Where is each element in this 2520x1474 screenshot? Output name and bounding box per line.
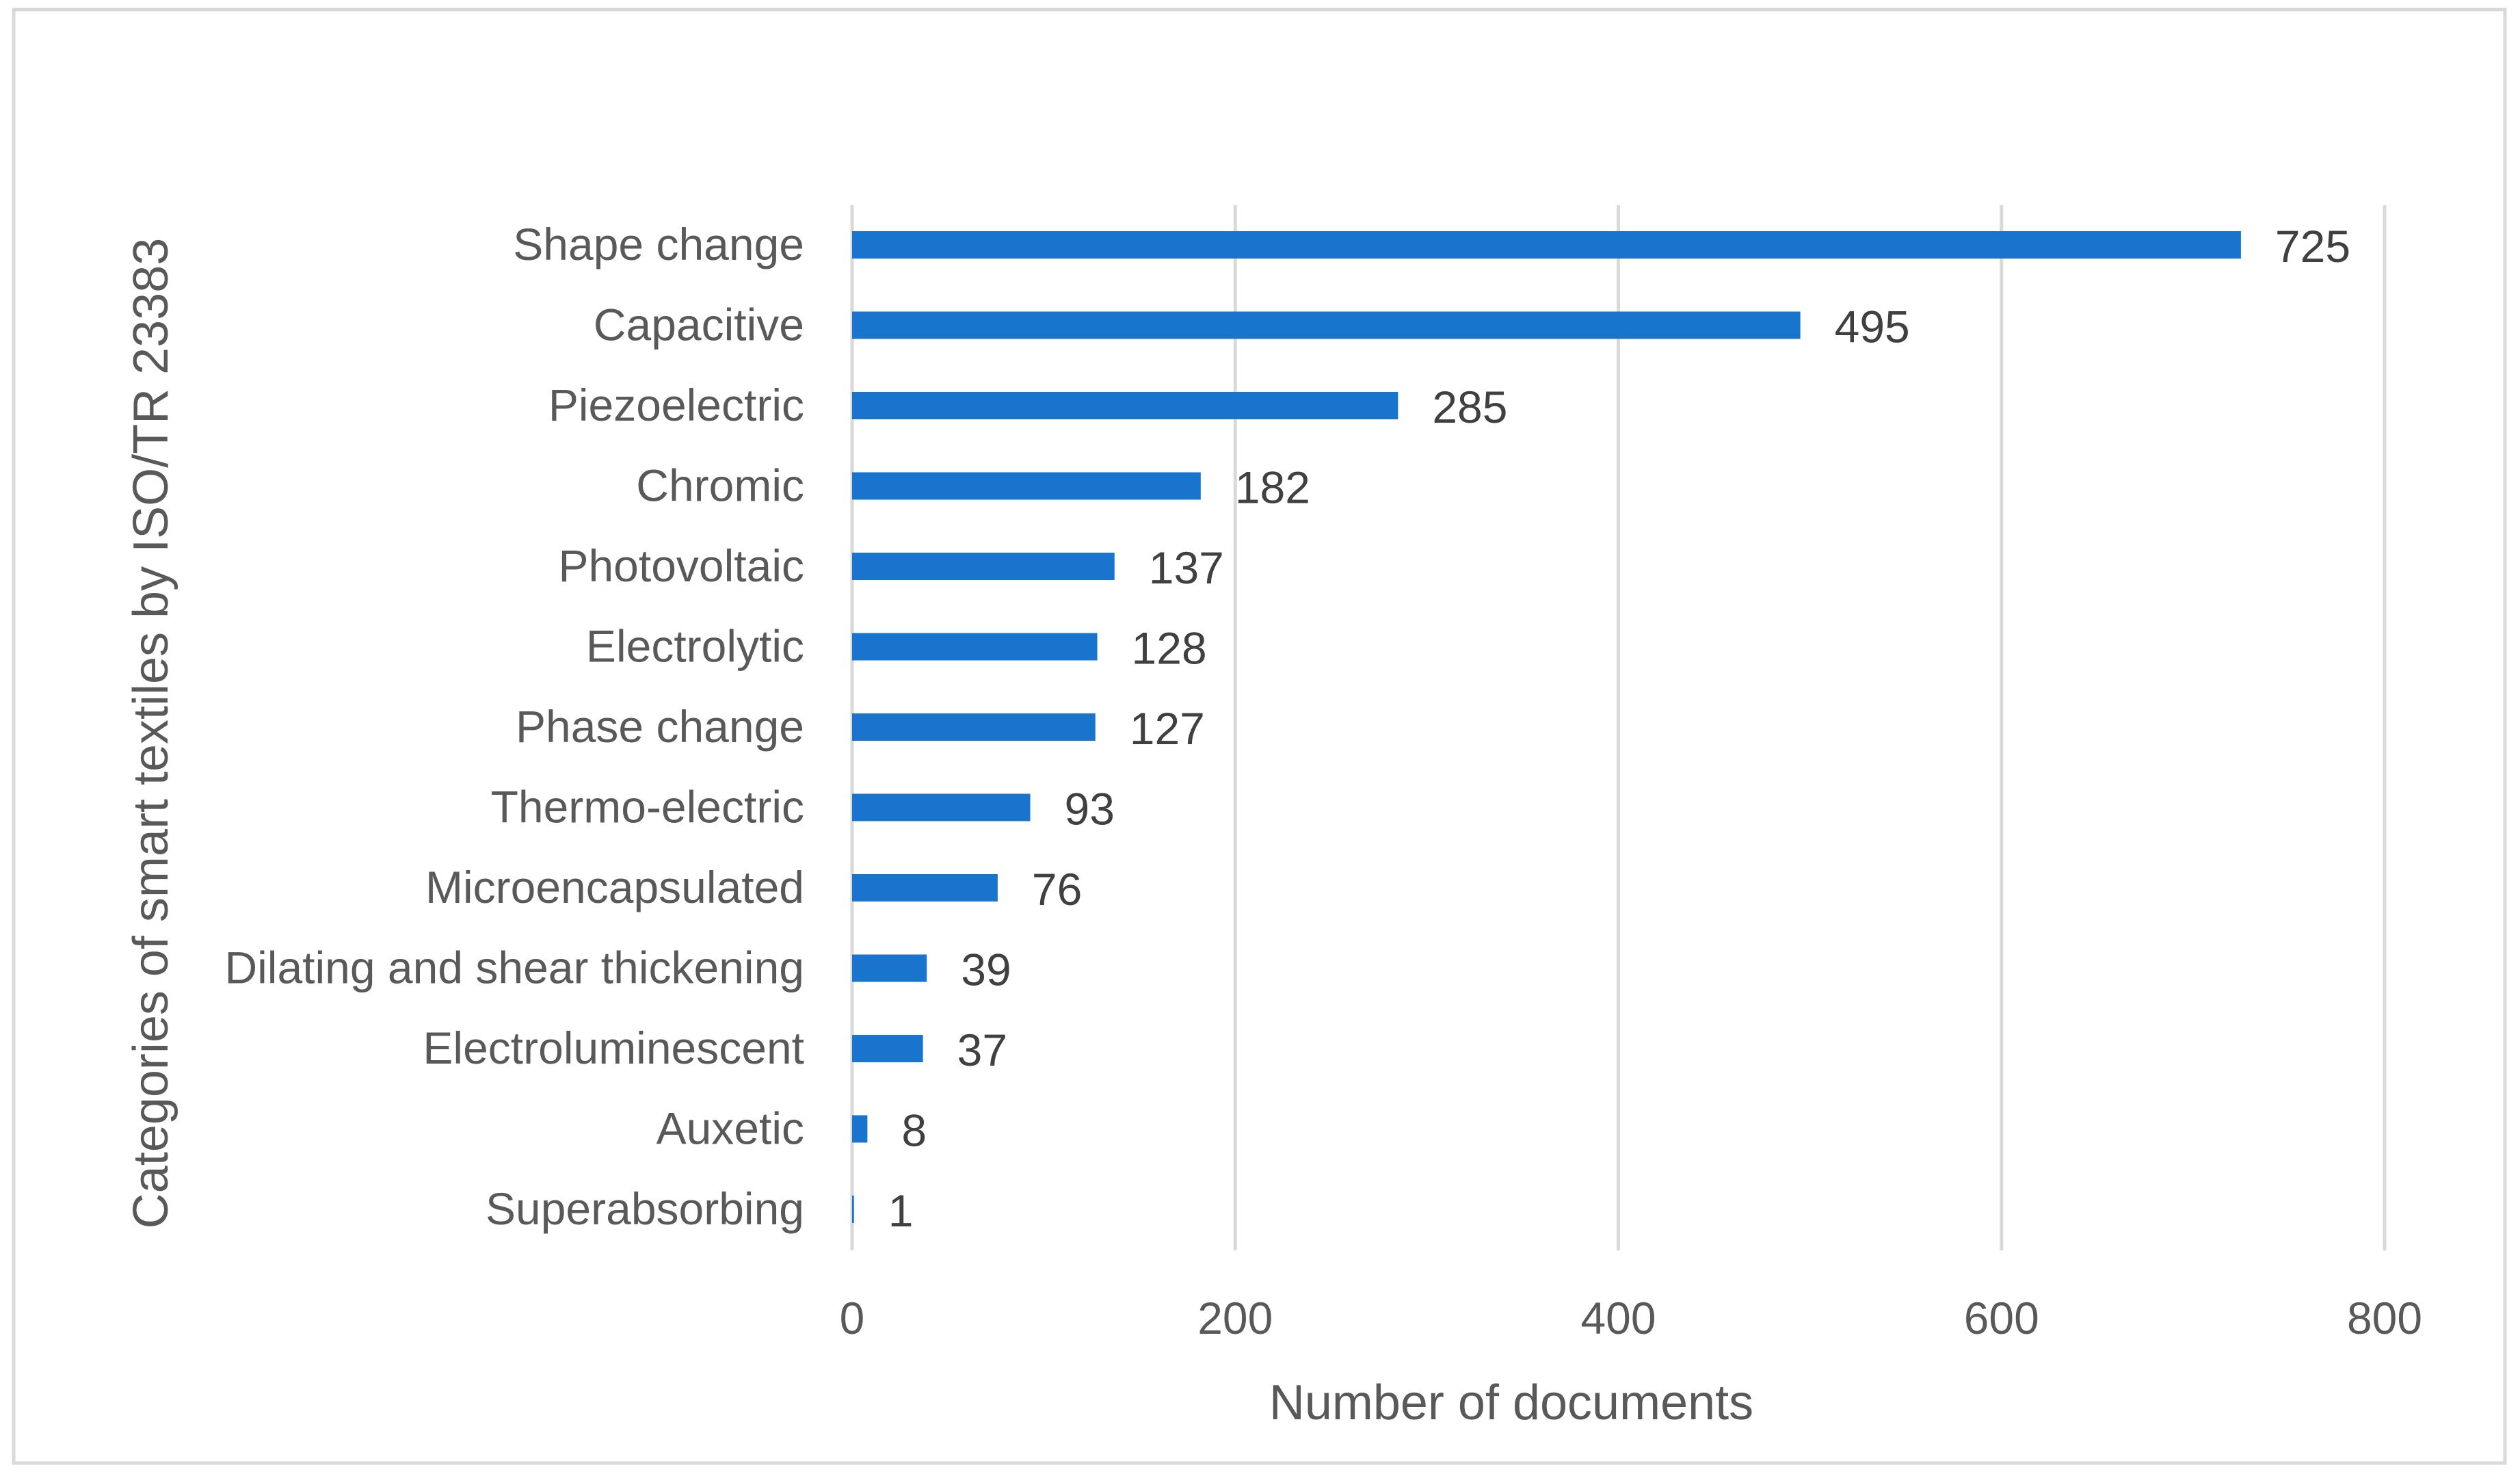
data-label: 725 bbox=[2275, 221, 2350, 272]
data-label: 76 bbox=[1032, 864, 1082, 914]
gridlines bbox=[850, 205, 2387, 1250]
category-label: Electroluminescent bbox=[423, 1023, 804, 1073]
data-label: 8 bbox=[901, 1105, 927, 1156]
y-axis-title: Categories of smart textiles by ISO/TR 2… bbox=[124, 238, 178, 1229]
bar bbox=[852, 472, 1201, 500]
category-label: Microencapsulated bbox=[425, 862, 804, 912]
bar bbox=[852, 311, 1801, 339]
category-labels: Shape change Capacitive Piezoelectric Chrom… bbox=[224, 219, 804, 1234]
bar bbox=[852, 231, 2241, 259]
data-label: 93 bbox=[1065, 784, 1115, 834]
category-label: Thermo-electric bbox=[491, 782, 804, 832]
category-label: Piezoelectric bbox=[548, 380, 804, 430]
x-axis-title: Number of documents bbox=[1269, 1376, 1753, 1430]
data-label: 285 bbox=[1432, 382, 1507, 432]
category-label: Shape change bbox=[513, 219, 804, 269]
bar bbox=[852, 874, 998, 901]
category-label: Chromic bbox=[636, 460, 804, 511]
bar bbox=[852, 633, 1098, 661]
bar bbox=[852, 392, 1398, 419]
data-label: 37 bbox=[957, 1025, 1007, 1075]
bar bbox=[852, 1115, 868, 1143]
x-tick-labels: 0 200 400 600 800 bbox=[840, 1293, 2422, 1343]
bar bbox=[852, 793, 1031, 821]
data-label: 137 bbox=[1149, 542, 1224, 593]
x-tick-label: 400 bbox=[1580, 1293, 1656, 1343]
x-tick-label: 800 bbox=[2347, 1293, 2422, 1343]
category-label: Capacitive bbox=[594, 300, 804, 350]
x-tick-label: 200 bbox=[1197, 1293, 1273, 1343]
bars bbox=[852, 231, 2241, 1223]
bar bbox=[852, 1196, 854, 1223]
bar bbox=[852, 553, 1115, 580]
category-label: Phase change bbox=[516, 701, 804, 752]
data-label: 128 bbox=[1132, 623, 1207, 674]
category-label: Photovoltaic bbox=[558, 540, 804, 591]
data-label: 495 bbox=[1835, 302, 1910, 352]
bar bbox=[852, 954, 927, 982]
data-label: 127 bbox=[1130, 703, 1205, 754]
category-label: Superabsorbing bbox=[486, 1183, 804, 1234]
chart-border bbox=[12, 8, 2507, 1465]
x-tick-label: 600 bbox=[1964, 1293, 2039, 1343]
category-label: Auxetic bbox=[656, 1103, 804, 1154]
bar bbox=[852, 1035, 923, 1062]
data-label: 1 bbox=[888, 1185, 914, 1236]
bar bbox=[852, 713, 1096, 741]
x-tick-label: 0 bbox=[840, 1293, 865, 1343]
category-label: Dilating and shear thickening bbox=[224, 943, 804, 993]
data-label: 39 bbox=[961, 945, 1011, 995]
data-label: 182 bbox=[1235, 462, 1310, 513]
category-label: Electrolytic bbox=[586, 621, 804, 672]
